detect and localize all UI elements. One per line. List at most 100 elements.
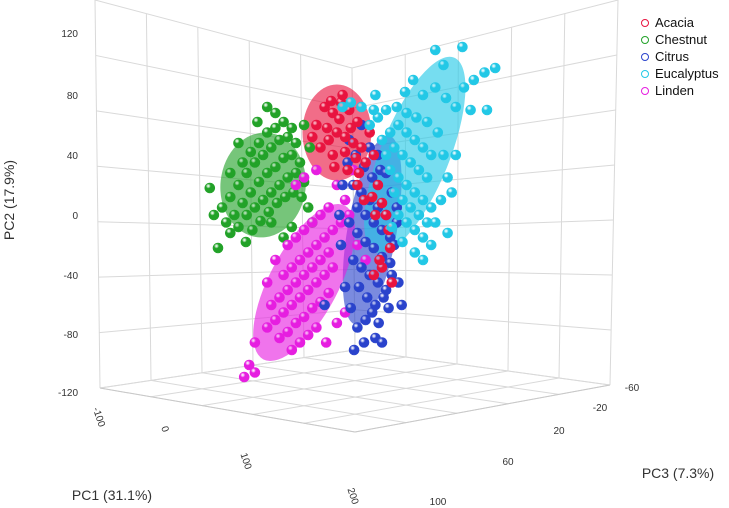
point-linden <box>265 299 277 311</box>
point-linden <box>270 254 281 266</box>
point-linden <box>294 254 306 266</box>
point-linden <box>298 172 310 183</box>
point-linden <box>274 292 285 303</box>
legend-marker-icon <box>641 86 649 95</box>
point-chestnut <box>294 157 306 168</box>
y-tick-label: 40 <box>67 151 79 162</box>
legend-marker-icon <box>641 69 649 78</box>
point-linden <box>294 292 306 303</box>
point-linden <box>249 367 261 378</box>
legend-item-citrus[interactable]: Citrus <box>641 48 719 65</box>
point-eucalyptus <box>386 221 398 233</box>
point-linden <box>298 269 310 281</box>
point-eucalyptus <box>438 59 449 71</box>
point-linden <box>290 179 302 191</box>
point-chestnut <box>241 167 252 179</box>
point-chestnut <box>265 142 277 153</box>
point-citrus <box>335 239 347 251</box>
point-chestnut <box>249 157 261 168</box>
point-citrus <box>368 242 380 254</box>
legend-item-eucalyptus[interactable]: Eucalyptus <box>641 65 719 82</box>
point-eucalyptus <box>368 104 380 116</box>
point-chestnut <box>204 182 216 194</box>
point-linden <box>302 284 314 296</box>
point-acacia <box>352 179 363 191</box>
x-tick-label: 0 <box>158 425 170 434</box>
point-eucalyptus <box>429 44 441 56</box>
point-chestnut <box>245 146 257 158</box>
point-eucalyptus <box>442 227 453 239</box>
point-eucalyptus <box>465 104 476 116</box>
point-chestnut <box>304 142 316 153</box>
point-chestnut <box>296 191 307 203</box>
point-citrus <box>360 236 371 248</box>
point-linden <box>298 311 310 323</box>
z-tick-label: -20 <box>593 403 608 414</box>
point-citrus <box>361 292 373 303</box>
point-eucalyptus <box>388 187 400 198</box>
point-chestnut <box>282 131 294 143</box>
point-acacia <box>347 137 359 149</box>
point-acacia <box>315 142 326 153</box>
point-citrus <box>339 281 351 293</box>
z-tick-label: -60 <box>625 383 640 394</box>
point-chestnut <box>257 194 269 206</box>
point-acacia <box>321 122 333 134</box>
point-eucalyptus <box>388 142 400 153</box>
point-eucalyptus <box>450 101 462 113</box>
point-chestnut <box>265 217 277 228</box>
point-eucalyptus <box>409 134 421 146</box>
point-citrus <box>343 217 355 228</box>
point-chestnut <box>279 191 291 203</box>
point-eucalyptus <box>450 149 462 161</box>
point-citrus <box>337 179 348 191</box>
point-citrus <box>352 202 363 213</box>
point-linden <box>302 247 314 258</box>
point-linden <box>290 277 302 288</box>
point-eucalyptus <box>384 164 396 176</box>
legend-label: Citrus <box>655 49 689 64</box>
legend-label: Linden <box>655 83 695 98</box>
legend-label: Eucalyptus <box>655 66 719 81</box>
point-eucalyptus <box>393 209 404 221</box>
point-chestnut <box>216 202 228 213</box>
point-eucalyptus <box>421 116 433 128</box>
legend: Acacia Chestnut Citrus Eucalyptus Linden <box>641 14 719 99</box>
point-acacia <box>319 101 330 113</box>
point-acacia <box>374 254 385 266</box>
point-acacia <box>339 146 351 158</box>
y-tick-label: -40 <box>64 271 79 282</box>
point-acacia <box>384 242 396 254</box>
point-linden <box>282 326 294 338</box>
point-eucalyptus <box>407 74 419 86</box>
point-eucalyptus <box>435 194 447 206</box>
point-linden <box>323 247 335 258</box>
point-acacia <box>386 277 398 288</box>
point-eucalyptus <box>417 254 429 266</box>
point-linden <box>306 262 318 273</box>
y-tick-label: 80 <box>67 91 79 102</box>
point-linden <box>315 209 326 221</box>
point-citrus <box>334 209 345 221</box>
point-eucalyptus <box>409 224 421 236</box>
y-tick-label: 0 <box>72 211 78 222</box>
point-linden <box>319 269 330 281</box>
point-linden <box>323 287 335 299</box>
legend-marker-icon <box>641 18 649 27</box>
point-chestnut <box>212 242 224 254</box>
point-acacia <box>360 157 371 168</box>
y-tick-label: 120 <box>61 29 78 40</box>
point-linden <box>302 329 314 341</box>
x-tick-label: 200 <box>345 487 361 507</box>
legend-item-linden[interactable]: Linden <box>641 82 719 99</box>
point-eucalyptus <box>429 217 441 228</box>
point-chestnut <box>233 137 244 149</box>
point-eucalyptus <box>432 127 444 138</box>
legend-item-chestnut[interactable]: Chestnut <box>641 31 719 48</box>
point-linden <box>286 344 298 356</box>
point-eucalyptus <box>364 119 376 131</box>
confidence-ellipse-eucalyptus <box>364 56 466 254</box>
point-acacia <box>306 131 318 143</box>
legend-item-acacia[interactable]: Acacia <box>641 14 719 31</box>
point-linden <box>319 232 330 243</box>
